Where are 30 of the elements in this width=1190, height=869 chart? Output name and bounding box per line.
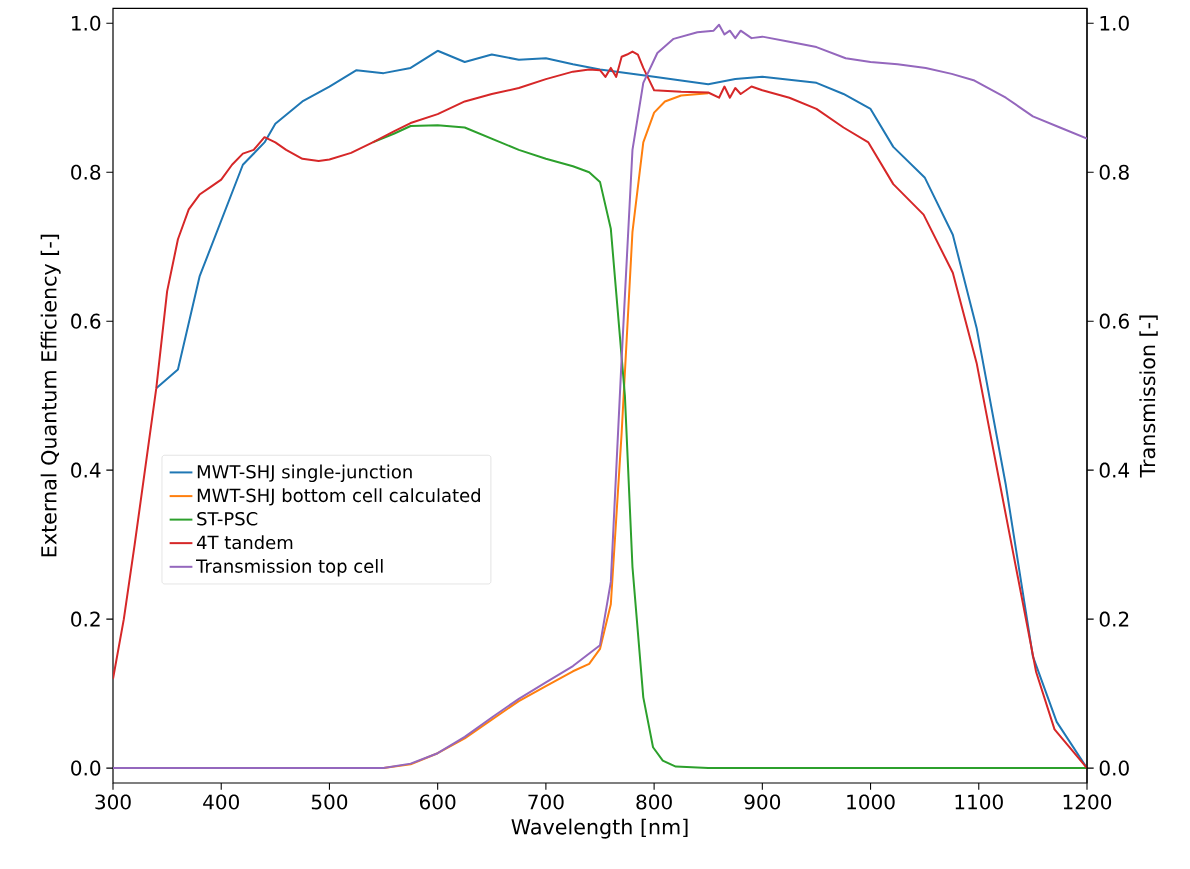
y2-axis-title: Transmission [-] (1139, 315, 1158, 478)
x-tick-label: 1100 (955, 794, 1003, 810)
legend-label: Transmission top cell (196, 558, 383, 577)
legend-label: MWT-SHJ bottom cell calculated (197, 488, 480, 506)
x-axis-title: Wavelength [nm] (511, 818, 688, 839)
x-tick-label: 1000 (847, 794, 895, 810)
legend-label: MWT-SHJ single-junction (197, 464, 412, 482)
x-tick-label: 900 (744, 794, 781, 810)
x-tick-label: 500 (311, 794, 348, 810)
y-tick-label: 0.8 (71, 164, 101, 180)
x-tick-label: 400 (203, 794, 239, 810)
y-tick-label: 0.0 (71, 760, 101, 776)
x-tick-label: 300 (95, 794, 131, 810)
y-tick-label: 0.4 (71, 462, 101, 478)
y-tick-label: 0.6 (71, 313, 101, 329)
y2-tick-label: 0.4 (1099, 462, 1130, 478)
y-tick-label: 1.0 (72, 15, 101, 31)
legend-label: 4T tandem (196, 535, 293, 550)
x-tick-label: 700 (528, 794, 564, 810)
x-tick-label: 600 (419, 794, 456, 810)
x-tick-label: 1200 (1063, 794, 1112, 810)
legend-label: ST-PSC (197, 511, 258, 526)
y2-tick-label: 0.2 (1099, 611, 1129, 627)
x-tick-label: 800 (636, 794, 672, 810)
y-axis-title: External Quantum Efficiency [-] (40, 234, 61, 557)
y2-tick-label: 1.0 (1100, 15, 1129, 31)
y-tick-label: 0.2 (71, 611, 100, 627)
y2-tick-label: 0.8 (1099, 164, 1129, 180)
y2-tick-label: 0.6 (1099, 313, 1129, 329)
y2-tick-label: 0.0 (1099, 760, 1129, 776)
